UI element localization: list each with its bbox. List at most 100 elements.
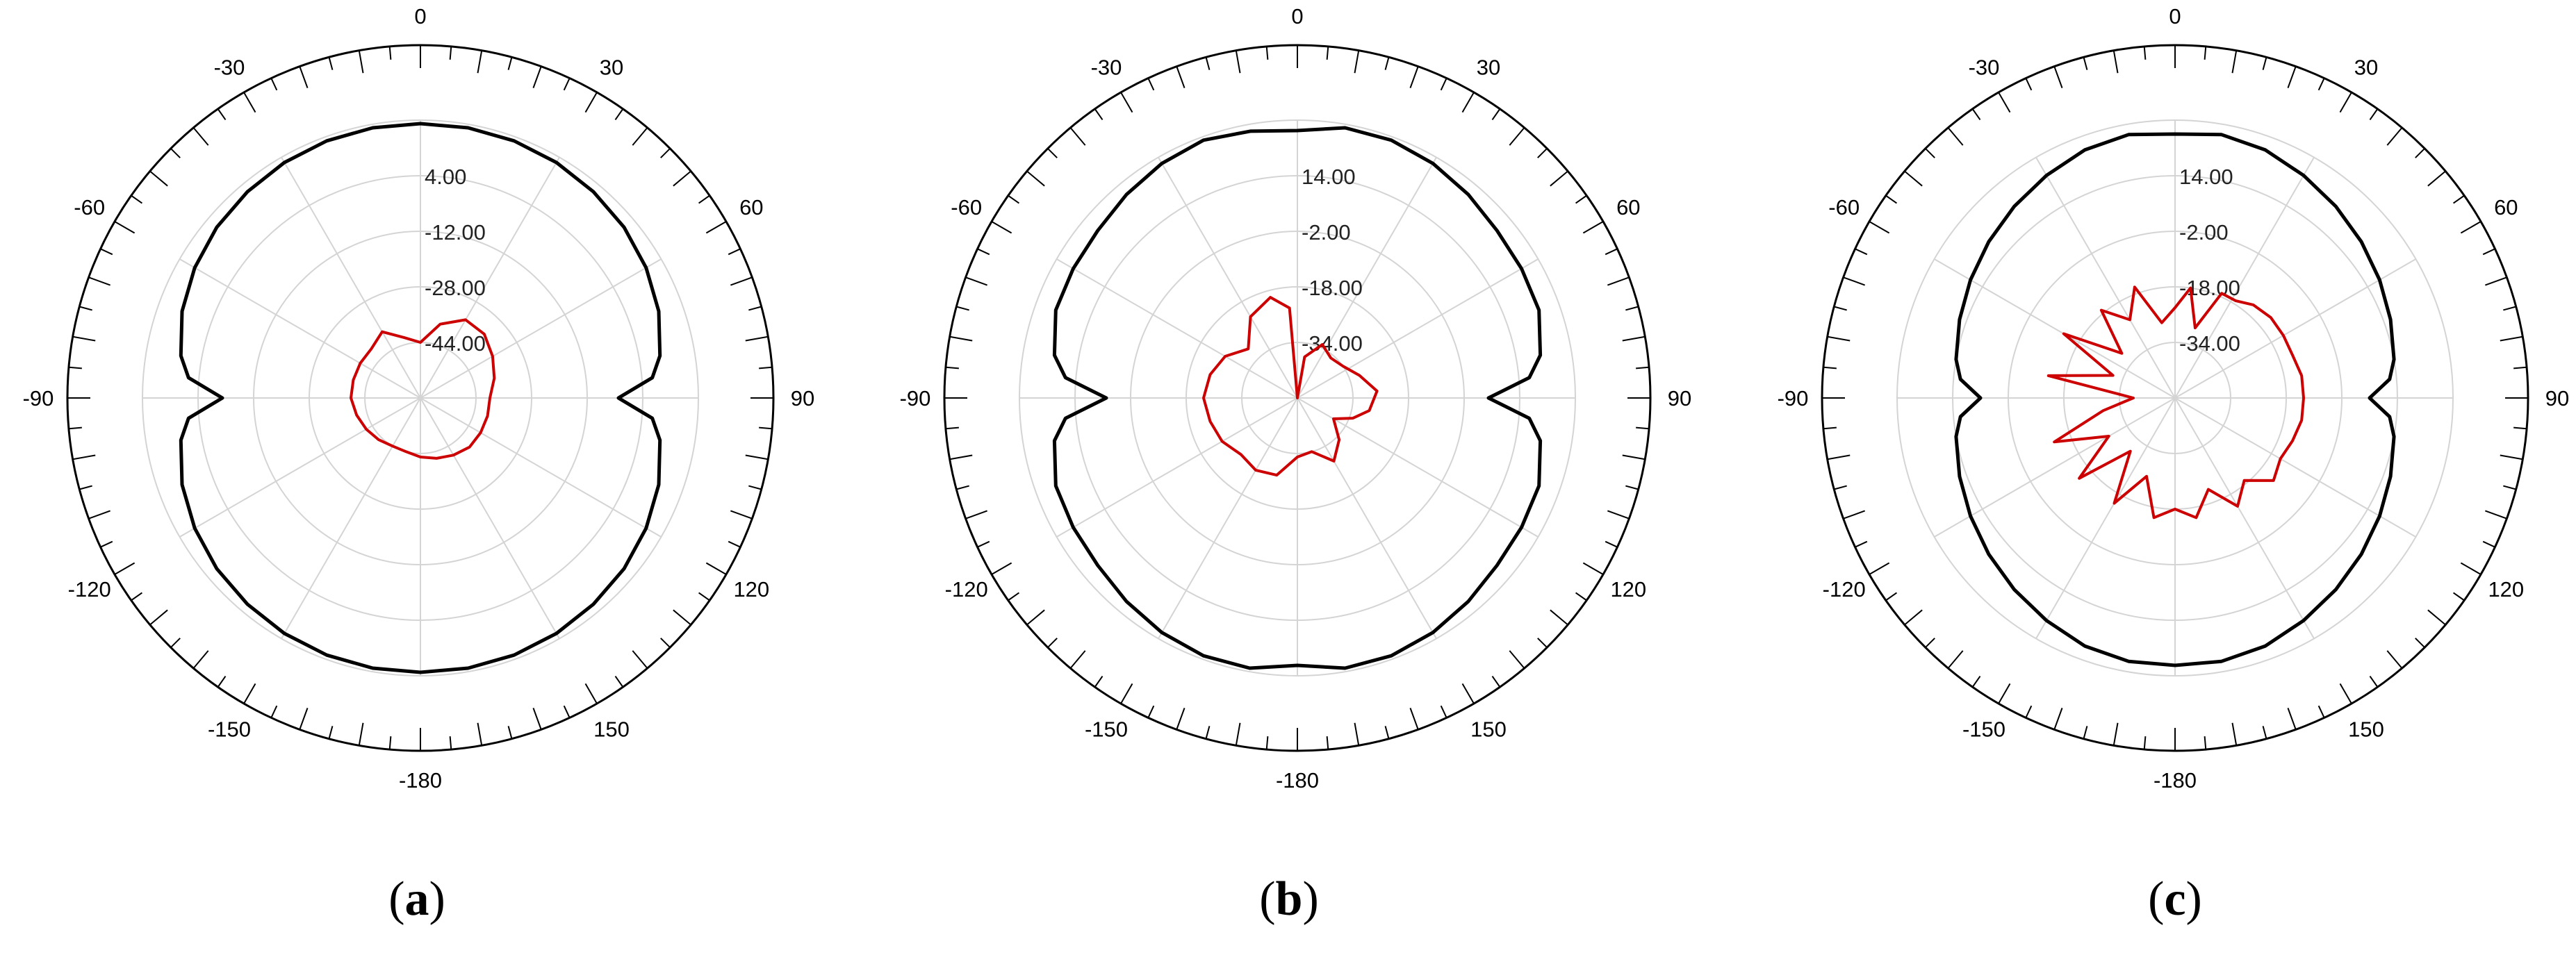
angle-tick bbox=[698, 592, 710, 601]
angle-tick bbox=[243, 683, 256, 704]
angle-tick-label: -150 bbox=[208, 717, 251, 741]
radial-tick-label: -18.00 bbox=[1302, 276, 1363, 300]
angle-tick bbox=[2287, 66, 2297, 88]
angle-tick bbox=[2427, 609, 2446, 626]
radial-tick-label: 14.00 bbox=[2179, 165, 2233, 189]
angle-tick-label: -30 bbox=[1091, 56, 1122, 80]
angle-tick bbox=[243, 92, 256, 113]
angle-tick bbox=[192, 650, 209, 669]
angle-tick bbox=[1605, 540, 1618, 548]
angle-tick-label: 90 bbox=[1668, 386, 1691, 410]
angle-tick-label: 120 bbox=[1610, 577, 1646, 601]
angle-tick-label: 150 bbox=[2348, 717, 2384, 741]
angle-tick-label: -120 bbox=[945, 577, 988, 601]
angle-tick bbox=[614, 675, 624, 688]
angle-tick bbox=[1461, 683, 1475, 704]
angle-tick bbox=[114, 562, 136, 575]
angle-tick bbox=[956, 306, 969, 311]
angle-tick bbox=[1008, 194, 1020, 204]
angle-tick bbox=[477, 722, 483, 746]
angle-tick bbox=[728, 248, 741, 256]
angle-tick bbox=[1094, 675, 1104, 688]
angle-tick bbox=[68, 426, 82, 430]
angle-tick bbox=[328, 57, 334, 70]
angle-tick bbox=[2427, 170, 2446, 187]
angle-tick bbox=[100, 540, 113, 548]
grid-spoke bbox=[1297, 258, 1539, 399]
angle-tick bbox=[149, 609, 168, 626]
angle-tick bbox=[299, 66, 309, 88]
angle-tick bbox=[614, 108, 624, 121]
angle-tick bbox=[705, 562, 727, 575]
angle-tick bbox=[1582, 562, 1604, 575]
angle-tick bbox=[1998, 683, 2011, 704]
angle-tick bbox=[2262, 726, 2267, 739]
angle-tick bbox=[388, 736, 392, 750]
angle-tick bbox=[977, 540, 990, 548]
angle-tick bbox=[1147, 78, 1155, 91]
series-line-2 bbox=[350, 318, 496, 460]
angle-tick-label: -90 bbox=[23, 386, 54, 410]
angle-tick bbox=[1537, 638, 1548, 648]
angle-tick bbox=[2025, 705, 2033, 718]
angle-tick bbox=[1823, 426, 1837, 430]
radial-tick-label: -28.00 bbox=[425, 276, 486, 300]
angle-tick bbox=[2231, 722, 2238, 746]
angle-tick bbox=[2287, 708, 2297, 730]
angle-tick bbox=[1235, 50, 1241, 74]
angle-tick-label: -60 bbox=[1828, 195, 1860, 219]
angle-tick bbox=[2339, 92, 2352, 113]
angle-tick bbox=[977, 248, 990, 256]
angle-tick bbox=[1354, 722, 1360, 746]
angle-tick bbox=[131, 592, 143, 601]
angle-tick bbox=[2386, 650, 2403, 669]
angle-tick bbox=[2482, 248, 2495, 256]
angle-tick bbox=[965, 276, 987, 286]
angle-tick-label: -60 bbox=[74, 195, 105, 219]
angle-tick bbox=[2485, 276, 2507, 286]
angle-tick bbox=[1176, 66, 1186, 88]
angle-tick bbox=[2053, 708, 2063, 730]
angle-tick bbox=[632, 650, 648, 669]
radial-tick-label: 14.00 bbox=[1302, 165, 1356, 189]
angle-tick bbox=[1550, 170, 1568, 187]
grid-spoke bbox=[2035, 397, 2176, 639]
angle-tick bbox=[2513, 426, 2527, 430]
radial-tick-label: -34.00 bbox=[2179, 331, 2240, 356]
angle-tick bbox=[673, 609, 691, 626]
angle-tick bbox=[1605, 248, 1618, 256]
angle-tick bbox=[2452, 592, 2465, 601]
angle-tick bbox=[131, 194, 143, 204]
angle-tick bbox=[507, 726, 513, 739]
angle-tick bbox=[328, 726, 334, 739]
angle-tick-label: 90 bbox=[2545, 386, 2569, 410]
grid-spoke bbox=[420, 157, 560, 399]
angle-tick bbox=[1869, 562, 1890, 575]
angle-tick-label: -180 bbox=[399, 768, 442, 792]
angle-tick bbox=[72, 335, 96, 342]
angle-tick bbox=[2143, 736, 2147, 750]
series-line-1 bbox=[179, 122, 662, 674]
angle-tick bbox=[1094, 108, 1104, 121]
angle-tick bbox=[507, 57, 513, 70]
radial-tick-label: 4.00 bbox=[425, 165, 466, 189]
panel-label-a: (a) bbox=[388, 872, 445, 926]
angle-tick bbox=[532, 66, 542, 88]
angle-tick bbox=[745, 335, 769, 342]
angle-tick bbox=[170, 638, 181, 648]
angle-tick bbox=[584, 683, 598, 704]
angle-tick-label: -180 bbox=[2153, 768, 2197, 792]
angle-tick bbox=[2513, 366, 2527, 369]
angle-tick bbox=[1823, 366, 1837, 369]
angle-tick-label: -90 bbox=[900, 386, 931, 410]
series-line-1 bbox=[1954, 132, 2396, 667]
angle-tick bbox=[2317, 78, 2325, 91]
angle-tick bbox=[358, 722, 364, 746]
grid-spoke bbox=[1297, 157, 1437, 399]
angle-tick bbox=[1205, 57, 1211, 70]
grid-spoke bbox=[1297, 397, 1437, 639]
angle-tick-label: -150 bbox=[1085, 717, 1128, 741]
angle-tick bbox=[1384, 57, 1390, 70]
angle-tick bbox=[1622, 454, 1646, 460]
angle-tick bbox=[1120, 92, 1133, 113]
